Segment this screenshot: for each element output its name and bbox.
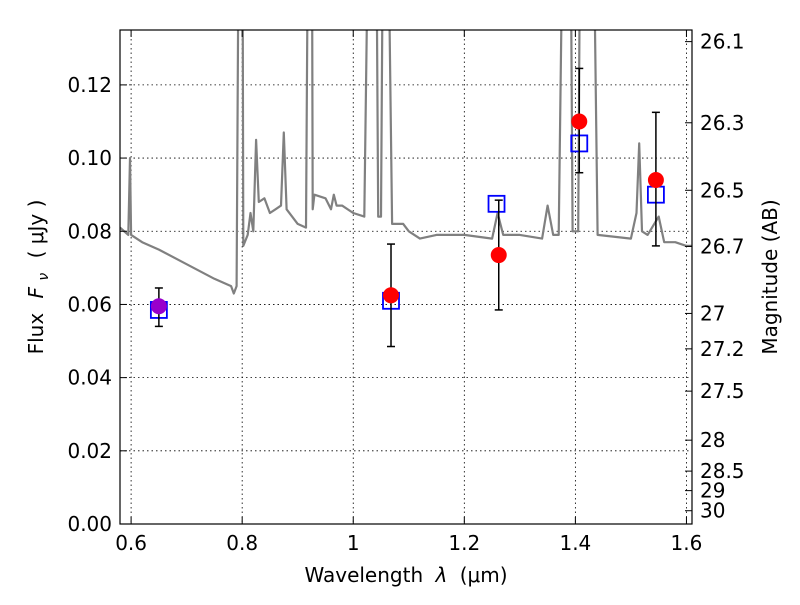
x-tick-label: 1.2	[448, 531, 480, 555]
observed-photometry-point	[383, 287, 400, 304]
x-tick-label: 0.8	[226, 531, 258, 555]
y-tick-label: 0.02	[67, 439, 112, 463]
ticks: 0.6 0.8 1 1.2 1.4 1.6 0.00 0.02 0.04 0.06 0.08 0.10…	[67, 30, 744, 555]
y2-tick-label: 29	[700, 479, 725, 503]
plot-frame	[119, 29, 693, 525]
y-tick-label: 0.08	[67, 219, 112, 243]
y-tick-label: 0.10	[67, 146, 112, 170]
model-photometry-square	[487, 194, 506, 213]
x-tick-label: 1	[347, 531, 360, 555]
y2-tick-label: 26.3	[700, 111, 745, 135]
x-tick-label: 0.6	[115, 531, 147, 555]
y2-tick-label: 26.5	[700, 178, 745, 202]
y-tick-label: 0.06	[67, 292, 112, 316]
model-spectrum-line	[120, 30, 692, 295]
y2-tick-label: 28	[700, 428, 725, 452]
observed-photometry-point	[490, 247, 507, 264]
y2-tick-label: 27.2	[700, 337, 745, 361]
errorbars	[149, 67, 665, 348]
plot-area-background	[120, 30, 692, 524]
y-tick-label: 0.04	[67, 366, 112, 390]
y2-tick-label: 26.1	[700, 30, 745, 54]
y2-axis-label: Magnitude (AB)	[758, 199, 782, 354]
x-tick-label: 1.4	[559, 531, 591, 555]
observed-photometry-point	[647, 172, 664, 189]
y-tick-label: 0.12	[67, 73, 112, 97]
y-axis-label: Flux F ν ( μJy )	[24, 200, 53, 355]
observed-photometry-point	[150, 298, 167, 315]
y2-tick-label: 27.5	[700, 379, 745, 403]
observed-photometry-point	[571, 113, 588, 130]
y2-tick-label: 26.7	[700, 234, 745, 258]
data-layer	[120, 30, 692, 295]
y2-tick-label: 28.5	[700, 459, 745, 483]
x-tick-label: 1.6	[671, 531, 703, 555]
x-axis-label: Wavelength λ (μm)	[304, 563, 507, 587]
y2-tick-label: 30	[700, 499, 725, 523]
y-tick-label: 0.00	[67, 512, 112, 536]
y2-tick-label: 27	[700, 301, 725, 325]
